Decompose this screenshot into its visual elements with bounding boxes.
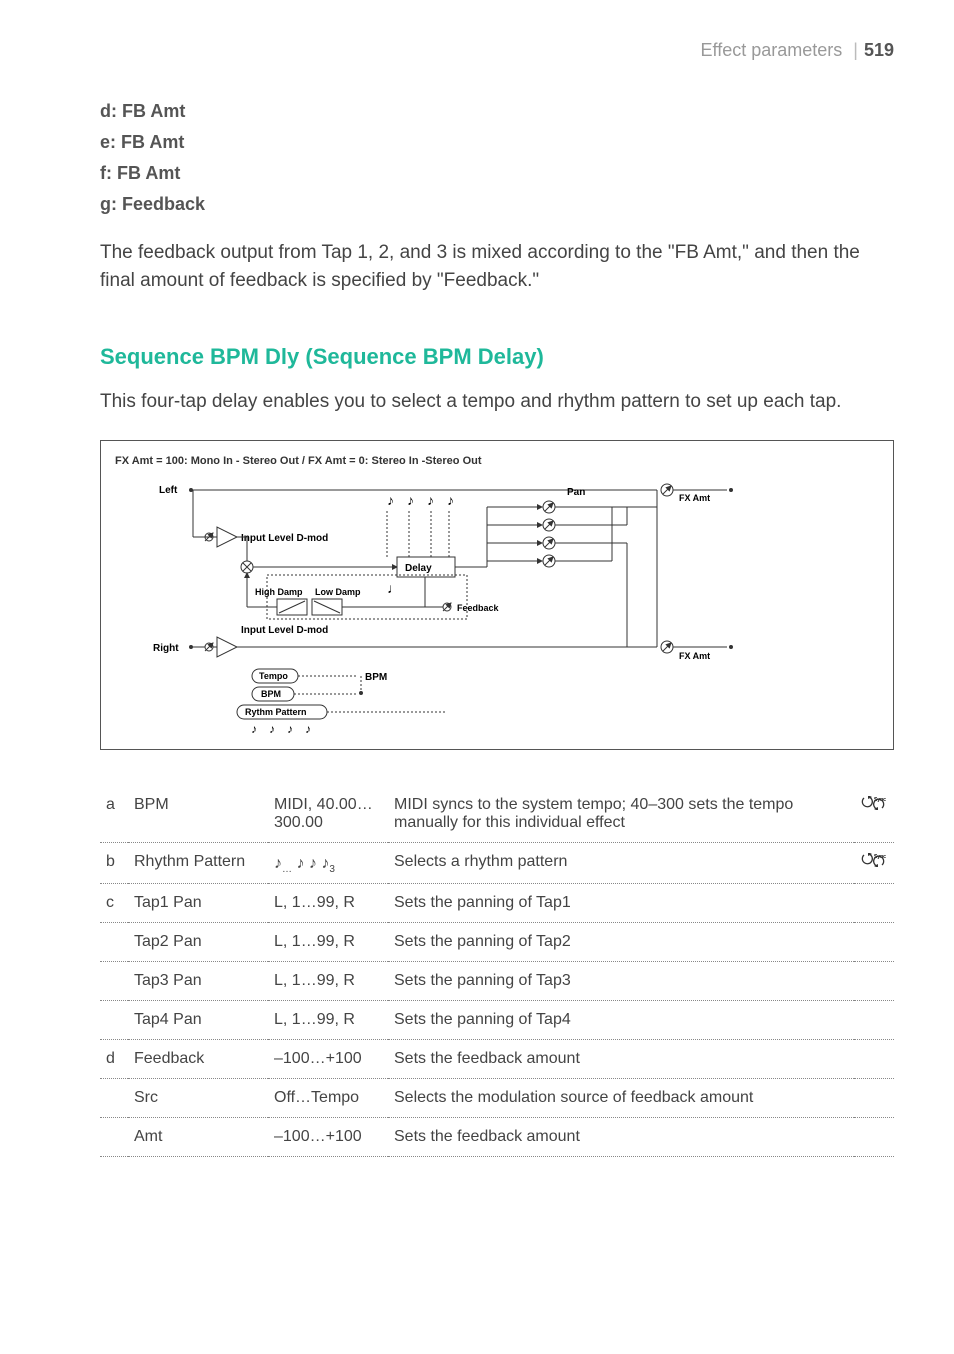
row-letter: c [100,883,128,922]
row-letter [100,1000,128,1039]
tap-outputs: Pan ♪ ♪ ♪ ♪ [387,487,585,567]
table-row: cTap1 PanL, 1…99, RSets the panning of T… [100,883,894,922]
diagram-svg: Left Input Level D-mod Delay [115,477,879,747]
row-range: –100…+100 [268,1039,388,1078]
sync-icon [854,1117,894,1156]
row-name: Tap2 Pan [128,922,268,961]
row-range: MIDI, 40.00… 300.00 [268,786,388,843]
row-range: Off…Tempo [268,1078,388,1117]
row-name: Feedback [128,1039,268,1078]
svg-text:♪: ♪ [287,722,293,736]
section-title: Sequence BPM Dly (Sequence BPM Delay) [100,344,894,370]
sync-icon [854,922,894,961]
table-row: Tap2 PanL, 1…99, RSets the panning of Ta… [100,922,894,961]
row-range: L, 1…99, R [268,922,388,961]
row-letter [100,1117,128,1156]
header-divider: | [853,40,858,60]
label-delay: Delay [405,563,432,574]
row-range: L, 1…99, R [268,961,388,1000]
svg-text:♪: ♪ [387,492,394,508]
label-pan: Pan [567,487,585,498]
table-row: Amt–100…+100Sets the feedback amount [100,1117,894,1156]
row-range: ♪… ♪ ♪ ♪3 [268,842,388,883]
table-row: dFeedback–100…+100Sets the feedback amou… [100,1039,894,1078]
sync-icon [854,961,894,1000]
row-name: Src [128,1078,268,1117]
svg-text:♪: ♪ [427,492,434,508]
row-letter [100,961,128,1000]
table-row: Tap3 PanL, 1…99, RSets the panning of Ta… [100,961,894,1000]
row-letter: a [100,786,128,843]
label-fxamt-bot: FX Amt [679,651,710,661]
label-input-level: Input Level D-mod [241,533,328,544]
param-list-item: e: FB Amt [100,132,894,153]
row-desc: Sets the panning of Tap2 [388,922,854,961]
svg-text:♪: ♪ [407,492,414,508]
row-name: Tap1 Pan [128,883,268,922]
label-feedback: Feedback [457,603,500,613]
row-desc: Sets the panning of Tap3 [388,961,854,1000]
diagram-title: FX Amt = 100: Mono In - Stereo Out / FX … [115,455,879,467]
row-name: Tap4 Pan [128,1000,268,1039]
label-fxamt-top: FX Amt [679,493,710,503]
page-number: 519 [864,40,894,60]
page-header: Effect parameters | 519 [100,40,894,61]
label-bpm-bubble: BPM [261,689,281,699]
row-desc: Sets the panning of Tap4 [388,1000,854,1039]
sync-icon [854,1039,894,1078]
row-desc: Selects a rhythm pattern [388,842,854,883]
row-letter [100,922,128,961]
label-bpm-txt: BPM [365,672,387,683]
param-list-item: f: FB Amt [100,163,894,184]
table-row: aBPMMIDI, 40.00… 300.00MIDI syncs to the… [100,786,894,843]
signal-diagram: FX Amt = 100: Mono In - Stereo Out / FX … [100,440,894,750]
label-left: Left [159,485,178,496]
label-right: Right [153,643,179,654]
svg-text:♩: ♩ [387,580,401,596]
label-input-level-r: Input Level D-mod [241,625,328,636]
label-lowdamp: Low Damp [315,587,361,597]
label-highdamp: High Damp [255,587,303,597]
row-desc: MIDI syncs to the system tempo; 40–300 s… [388,786,854,843]
param-list: d: FB Amt e: FB Amt f: FB Amt g: Feedbac… [100,101,894,215]
svg-text:♪: ♪ [251,722,257,736]
svg-text:♪: ♪ [447,492,454,508]
row-desc: Selects the modulation source of feedbac… [388,1078,854,1117]
row-range: –100…+100 [268,1117,388,1156]
sync-icon [854,1078,894,1117]
svg-text:♪: ♪ [305,722,311,736]
sync-icon: Sync [854,842,894,883]
row-desc: Sets the feedback amount [388,1117,854,1156]
svg-text:♪: ♪ [269,722,275,736]
label-rhythm-bubble: Rythm Pattern [245,707,307,717]
sync-icon: Sync [854,786,894,843]
intro-text: This four-tap delay enables you to selec… [100,388,894,416]
header-section: Effect parameters [701,40,843,60]
row-letter [100,1078,128,1117]
body-text: The feedback output from Tap 1, 2, and 3… [100,239,894,294]
table-row: bRhythm Pattern♪… ♪ ♪ ♪3Selects a rhythm… [100,842,894,883]
parameter-table: aBPMMIDI, 40.00… 300.00MIDI syncs to the… [100,786,894,1157]
sync-icon [854,1000,894,1039]
row-range: L, 1…99, R [268,1000,388,1039]
row-range: L, 1…99, R [268,883,388,922]
label-tempo: Tempo [259,671,288,681]
row-name: Tap3 Pan [128,961,268,1000]
row-letter: b [100,842,128,883]
sync-icon [854,883,894,922]
row-desc: Sets the panning of Tap1 [388,883,854,922]
table-row: Tap4 PanL, 1…99, RSets the panning of Ta… [100,1000,894,1039]
param-list-item: d: FB Amt [100,101,894,122]
row-name: Amt [128,1117,268,1156]
row-name: Rhythm Pattern [128,842,268,883]
row-desc: Sets the feedback amount [388,1039,854,1078]
param-list-item: g: Feedback [100,194,894,215]
row-name: BPM [128,786,268,843]
table-row: SrcOff…TempoSelects the modulation sourc… [100,1078,894,1117]
row-letter: d [100,1039,128,1078]
